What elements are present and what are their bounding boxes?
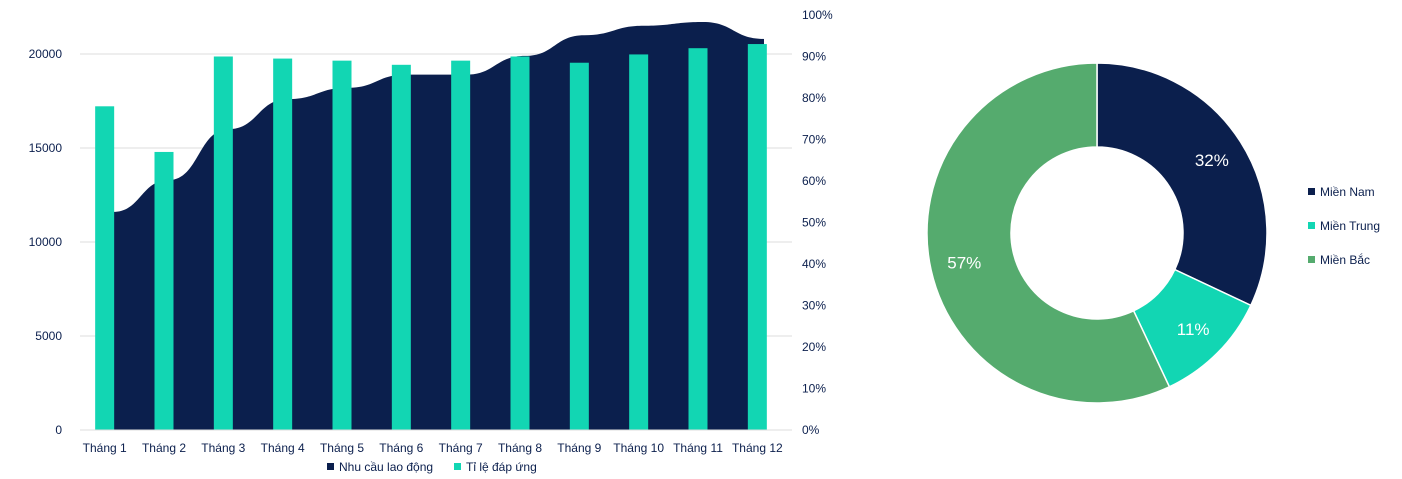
x-tick-label: Tháng 6	[379, 441, 423, 455]
bar-10	[629, 54, 649, 431]
combo-legend: Nhu cầu lao động Tỉ lệ đáp ứng	[327, 460, 537, 474]
slice-data-label: 11%	[1177, 320, 1210, 339]
y-right-tick-label: 10%	[802, 382, 826, 396]
y-left-tick-label: 10000	[29, 235, 63, 249]
x-tick-label: Tháng 3	[201, 441, 245, 455]
slice-data-label: 32%	[1195, 151, 1229, 170]
x-tick-label: Tháng 9	[557, 441, 601, 455]
y-right-tick-label: 30%	[802, 299, 826, 313]
donut-chart: 32% 11% 57% Miền Nam Miền Trung Miền Bắc	[926, 62, 1380, 404]
y-right-tick-label: 100%	[802, 8, 833, 22]
bar-5	[332, 60, 352, 431]
y-left-tick-label: 5000	[35, 329, 62, 343]
legend-swatch	[327, 463, 334, 470]
y-right-tick-label: 70%	[802, 133, 826, 147]
bar-8	[510, 56, 530, 430]
legend-label: Nhu cầu lao động	[339, 460, 433, 474]
slice-miền-bắc	[926, 62, 1171, 404]
bar-11	[688, 48, 708, 430]
bar-1	[95, 106, 115, 431]
y-left-tick-label: 0	[55, 423, 62, 437]
y-right-tick-label: 40%	[802, 257, 826, 271]
x-tick-label: Tháng 4	[261, 441, 305, 455]
legend-swatch	[454, 463, 461, 470]
legend-label: Miền Bắc	[1320, 252, 1370, 267]
area-nhu-cau-lao-dong	[113, 22, 764, 430]
y-right-tick-label: 60%	[802, 174, 826, 188]
legend-swatch	[1308, 222, 1315, 229]
legend-swatch	[1308, 188, 1315, 195]
x-tick-label: Tháng 11	[673, 441, 723, 455]
bars-ti-le-dap-ung	[95, 44, 767, 431]
x-tick-label: Tháng 8	[498, 441, 542, 455]
legend-label: Miền Nam	[1320, 185, 1375, 199]
x-tick-label: Tháng 1	[83, 441, 127, 455]
x-tick-label: Tháng 12	[732, 441, 783, 455]
y-left-tick-label: 20000	[29, 47, 63, 61]
legend-label: Miền Trung	[1320, 219, 1380, 233]
bar-2	[154, 151, 174, 430]
combo-chart: 0 5000 10000 15000 20000 0% 10% 20% 30% 40% 50% 60%…	[29, 8, 833, 474]
y-right-tick-label: 80%	[802, 91, 826, 105]
x-tick-label: Tháng 7	[439, 441, 483, 455]
y-right-tick-label: 20%	[802, 340, 826, 354]
y-right-tick-label: 50%	[802, 216, 826, 230]
x-tick-label: Tháng 2	[142, 441, 186, 455]
bar-6	[391, 64, 411, 431]
y-left-tick-label: 15000	[29, 141, 63, 155]
bar-9	[569, 62, 589, 430]
y-right-tick-label: 90%	[802, 50, 826, 64]
donut-slices	[926, 62, 1268, 404]
bar-3	[213, 56, 233, 430]
legend-label: Tỉ lệ đáp ứng	[466, 460, 537, 474]
x-tick-label: Tháng 10	[613, 441, 664, 455]
y-right-tick-label: 0%	[802, 423, 820, 437]
bar-12	[747, 44, 767, 431]
bar-4	[273, 58, 293, 430]
slice-data-label: 57%	[947, 254, 981, 273]
slice-miền-nam	[1096, 62, 1268, 307]
legend-swatch	[1308, 256, 1315, 263]
bar-7	[451, 60, 471, 431]
donut-legend: Miền Nam Miền Trung Miền Bắc	[1308, 185, 1380, 267]
x-tick-label: Tháng 5	[320, 441, 364, 455]
